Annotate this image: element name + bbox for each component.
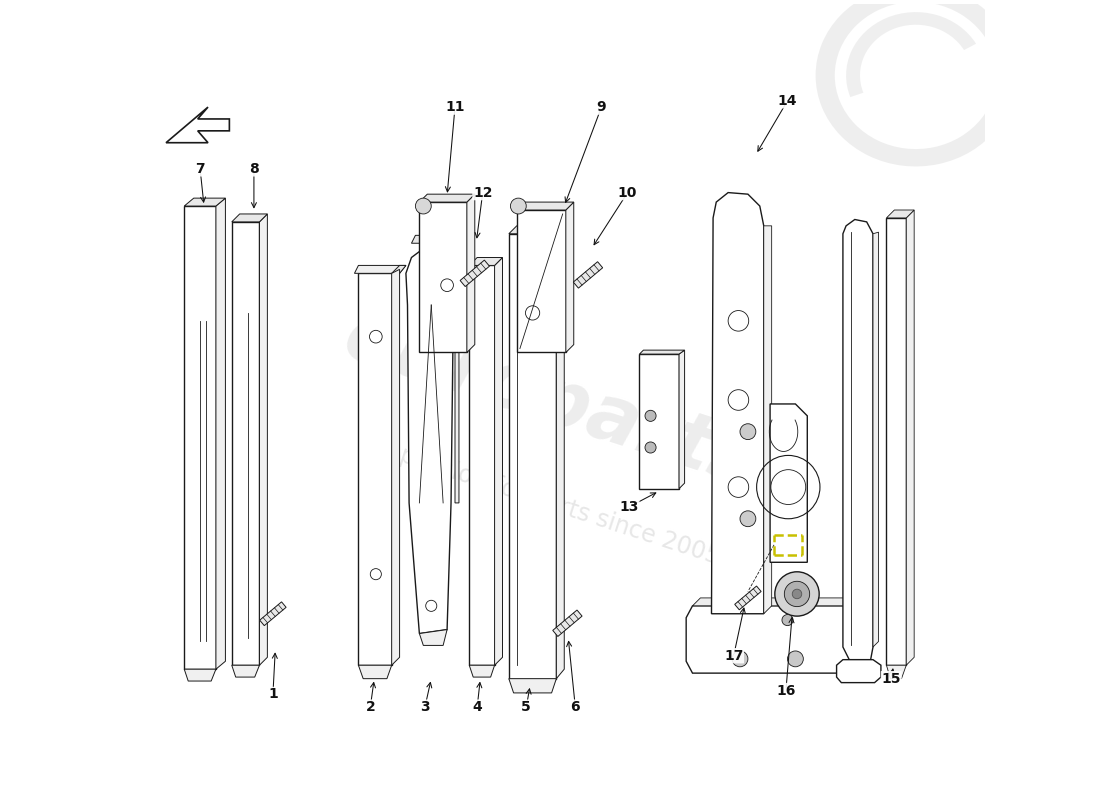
Text: 2: 2 bbox=[365, 700, 375, 714]
Polygon shape bbox=[185, 206, 216, 669]
Wedge shape bbox=[815, 0, 1012, 166]
Polygon shape bbox=[552, 610, 582, 637]
Polygon shape bbox=[517, 210, 565, 353]
Polygon shape bbox=[392, 266, 406, 274]
Polygon shape bbox=[735, 586, 761, 610]
Polygon shape bbox=[185, 669, 216, 681]
Polygon shape bbox=[763, 226, 772, 614]
Polygon shape bbox=[260, 602, 286, 626]
Circle shape bbox=[782, 614, 793, 626]
Circle shape bbox=[792, 590, 802, 598]
Polygon shape bbox=[411, 235, 459, 250]
Text: 6: 6 bbox=[571, 700, 580, 714]
Polygon shape bbox=[770, 404, 807, 562]
Text: 7: 7 bbox=[196, 162, 205, 176]
Circle shape bbox=[510, 198, 526, 214]
Circle shape bbox=[416, 198, 431, 214]
Polygon shape bbox=[906, 210, 914, 666]
Polygon shape bbox=[639, 350, 684, 354]
Text: 10: 10 bbox=[618, 186, 637, 199]
Polygon shape bbox=[406, 243, 455, 634]
Circle shape bbox=[784, 582, 810, 606]
Polygon shape bbox=[419, 194, 475, 202]
Polygon shape bbox=[470, 666, 495, 677]
Circle shape bbox=[740, 424, 756, 439]
Polygon shape bbox=[873, 232, 879, 647]
Polygon shape bbox=[470, 258, 503, 266]
Text: 5: 5 bbox=[521, 700, 531, 714]
Polygon shape bbox=[837, 660, 881, 682]
Wedge shape bbox=[846, 12, 976, 97]
Polygon shape bbox=[509, 226, 564, 234]
Text: 3: 3 bbox=[420, 700, 430, 714]
Text: europarts: europarts bbox=[334, 298, 766, 502]
Polygon shape bbox=[639, 354, 679, 489]
Polygon shape bbox=[419, 202, 466, 353]
Polygon shape bbox=[887, 666, 906, 678]
Text: 8: 8 bbox=[249, 162, 258, 176]
Polygon shape bbox=[359, 274, 392, 666]
Text: 15: 15 bbox=[881, 672, 901, 686]
Text: 1: 1 bbox=[268, 687, 278, 702]
Circle shape bbox=[774, 572, 820, 616]
Text: 16: 16 bbox=[777, 683, 795, 698]
Polygon shape bbox=[466, 194, 475, 353]
Circle shape bbox=[733, 651, 748, 666]
Text: a passion for parts since 2005: a passion for parts since 2005 bbox=[376, 436, 724, 570]
Polygon shape bbox=[573, 262, 603, 288]
Polygon shape bbox=[843, 219, 873, 660]
Polygon shape bbox=[216, 198, 225, 669]
Polygon shape bbox=[557, 226, 564, 678]
Polygon shape bbox=[509, 678, 557, 693]
Polygon shape bbox=[887, 210, 914, 218]
Text: 14: 14 bbox=[778, 94, 798, 108]
Polygon shape bbox=[166, 107, 230, 142]
Polygon shape bbox=[887, 218, 906, 666]
Polygon shape bbox=[470, 266, 495, 666]
Polygon shape bbox=[460, 260, 490, 286]
Polygon shape bbox=[517, 202, 574, 210]
Polygon shape bbox=[185, 198, 226, 206]
Text: 11: 11 bbox=[446, 100, 464, 114]
Polygon shape bbox=[232, 666, 260, 677]
Polygon shape bbox=[509, 234, 557, 678]
Text: 9: 9 bbox=[596, 100, 606, 114]
Polygon shape bbox=[495, 258, 503, 666]
Polygon shape bbox=[419, 630, 447, 646]
Polygon shape bbox=[686, 606, 850, 673]
Polygon shape bbox=[260, 214, 267, 666]
Polygon shape bbox=[679, 350, 684, 489]
Text: 17: 17 bbox=[724, 649, 744, 662]
Polygon shape bbox=[693, 598, 850, 606]
Polygon shape bbox=[232, 214, 267, 222]
Polygon shape bbox=[232, 222, 260, 666]
Text: 4: 4 bbox=[472, 700, 482, 714]
Polygon shape bbox=[455, 270, 459, 503]
Circle shape bbox=[740, 511, 756, 526]
Polygon shape bbox=[712, 193, 763, 614]
Polygon shape bbox=[565, 202, 574, 353]
Text: 13: 13 bbox=[619, 500, 639, 514]
Polygon shape bbox=[359, 666, 392, 678]
Polygon shape bbox=[392, 270, 399, 666]
Circle shape bbox=[645, 442, 656, 453]
Polygon shape bbox=[354, 266, 406, 274]
Circle shape bbox=[645, 410, 656, 422]
Text: 12: 12 bbox=[473, 186, 493, 199]
Circle shape bbox=[788, 651, 803, 666]
